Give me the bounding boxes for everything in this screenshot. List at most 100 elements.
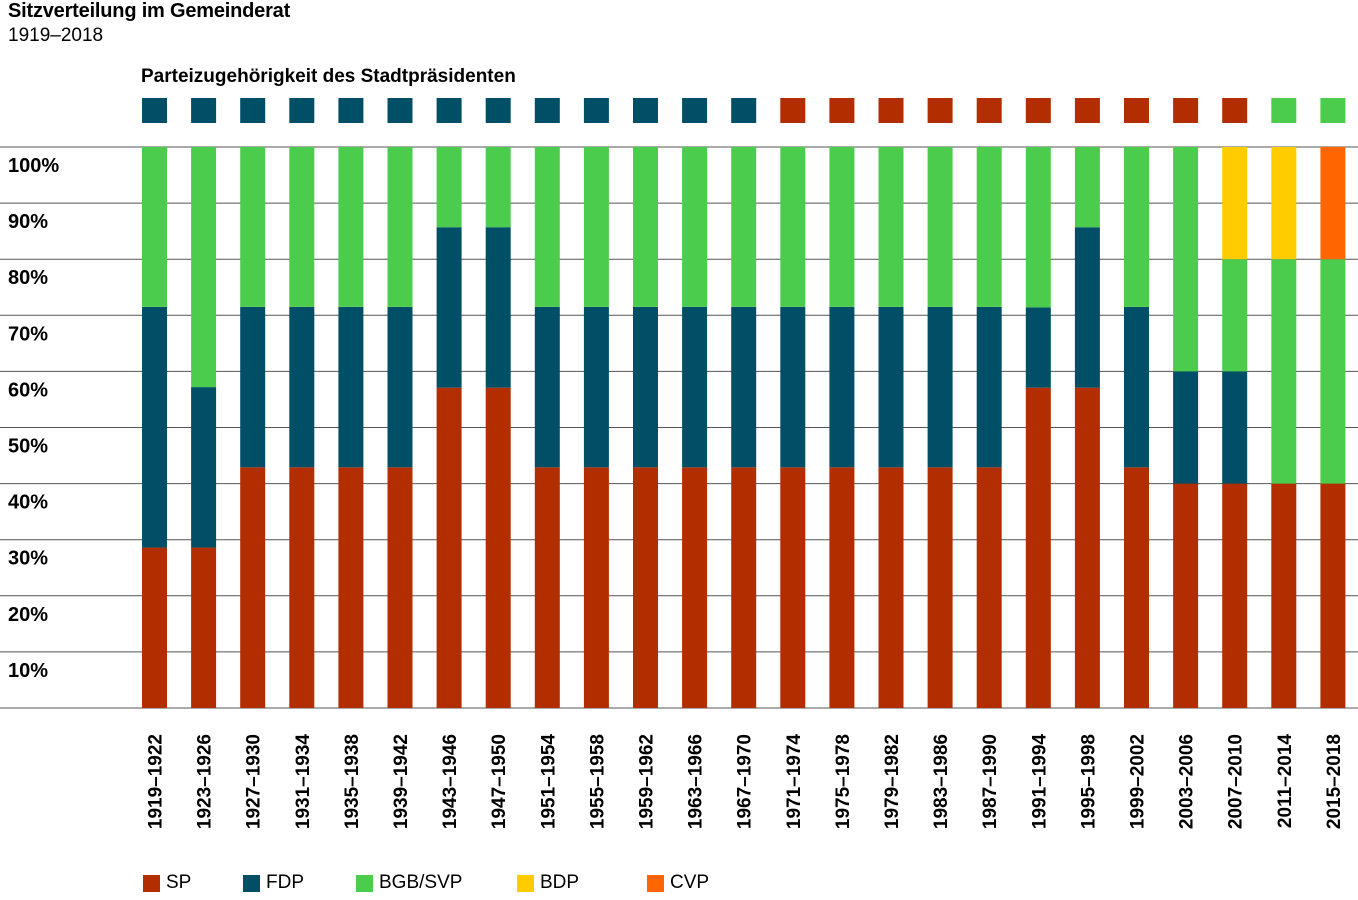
mayor-party-marker (731, 98, 757, 123)
bar-segment-sp (289, 467, 315, 708)
bar-segment-fdp (289, 306, 315, 468)
y-tick-label: 30% (8, 548, 48, 570)
bar-segment-sp (583, 467, 609, 708)
mayor-party-marker (289, 98, 315, 123)
bar-segment-bgbsvp (534, 147, 560, 307)
x-tick-label: 1923–1926 (195, 734, 216, 829)
bar-segment-fdp (191, 387, 217, 548)
legend-swatch (356, 874, 373, 892)
bar-segment-fdp (976, 306, 1002, 468)
bar-segment-bgbsvp (1124, 147, 1149, 307)
y-tick-label: 50% (8, 436, 48, 458)
bar-segment-bgbsvp (1320, 259, 1346, 484)
bar-segment-sp (1320, 483, 1346, 708)
bar-segment-bgbsvp (633, 147, 658, 307)
bar-segment-bgbsvp (780, 147, 806, 307)
mayor-party-marker (976, 98, 1002, 123)
x-tick-label: 1991–1994 (1029, 734, 1050, 830)
bar-segment-bgbsvp (387, 147, 413, 307)
legend-swatch (143, 874, 160, 892)
mayor-row-title: Parteizugehörigkeit des Stadtpräsidenten (141, 66, 516, 87)
legend-item: SP (143, 872, 191, 894)
mayor-party-marker (780, 98, 806, 123)
bar-segment-bgbsvp (1173, 147, 1199, 372)
y-tick-label: 20% (8, 604, 48, 626)
bar-segment-bdp (1222, 147, 1248, 260)
bar-segment-sp (338, 467, 364, 708)
bar-segment-fdp (1074, 227, 1100, 388)
bar-segment-fdp (1173, 371, 1199, 484)
x-tick-label: 2015–2018 (1324, 734, 1345, 829)
x-tick-label: 1947–1950 (489, 734, 510, 829)
bar-segment-bgbsvp (1271, 259, 1297, 484)
mayor-party-marker (1222, 98, 1248, 123)
mayor-party-marker (387, 98, 413, 123)
y-tick-label: 100% (8, 155, 59, 177)
bar-segment-bgbsvp (829, 147, 855, 307)
bar-segment-fdp (1025, 307, 1051, 388)
mayor-party-marker (682, 98, 708, 123)
y-tick-label: 90% (8, 211, 48, 233)
mayor-party-marker (1025, 98, 1051, 123)
bar-segment-sp (780, 467, 806, 708)
bar-segment-sp (878, 467, 904, 708)
x-tick-label: 1963–1966 (686, 734, 707, 829)
x-tick-label: 1971–1974 (784, 734, 805, 830)
bar-segment-fdp (534, 306, 560, 468)
y-tick-label: 10% (8, 660, 48, 682)
bar-segment-sp (1074, 387, 1100, 708)
bar-segment-fdp (878, 306, 904, 468)
bar-segment-sp (534, 467, 560, 708)
chart-legend: SP FDP BGB/SVP BDP CVP (0, 872, 1358, 898)
mayor-party-marker (534, 98, 560, 123)
mayor-party-marker (583, 98, 609, 123)
bar-segment-fdp (142, 306, 167, 548)
bar-segment-sp (240, 467, 266, 708)
bar-segment-bgbsvp (142, 147, 167, 307)
bar-segment-fdp (731, 306, 757, 468)
bar-segment-bgbsvp (682, 147, 708, 307)
bar-segment-fdp (338, 306, 364, 468)
legend-item: BDP (517, 872, 579, 894)
chart-title: Sitzverteilung im Gemeinderat (8, 0, 291, 22)
mayor-party-marker (1124, 98, 1149, 123)
bar-segment-sp (1173, 483, 1199, 708)
bar-segment-fdp (682, 306, 708, 468)
x-tick-label: 1999–2002 (1128, 734, 1149, 829)
bar-segment-sp (1222, 483, 1248, 708)
bar-segment-fdp (829, 306, 855, 468)
x-tick-label: 1943–1946 (440, 734, 461, 829)
legend-item: FDP (243, 872, 304, 894)
x-tick-label: 1939–1942 (391, 734, 412, 829)
mayor-party-marker (1271, 98, 1297, 123)
legend-item: CVP (647, 872, 709, 894)
bar-segment-fdp (436, 227, 462, 388)
bar-segment-sp (1124, 467, 1149, 708)
bar-segment-fdp (387, 306, 413, 468)
mayor-party-marker (485, 98, 511, 123)
x-tick-label: 1919–1922 (146, 734, 167, 829)
stacked-bar-chart: 10% 20% 30% 40% 50% 60% 70% 80% 90% 100% 1919–1922… (0, 98, 1358, 830)
bar-segment-bgbsvp (878, 147, 904, 307)
mayor-party-marker (436, 98, 462, 123)
bar-segment-bdp (1271, 147, 1297, 260)
mayor-party-marker (1320, 98, 1346, 123)
bar-segment-bgbsvp (927, 147, 953, 307)
mayor-party-marker (927, 98, 953, 123)
y-tick-label: 40% (8, 492, 48, 514)
legend-label: SP (166, 872, 192, 893)
mayor-party-marker (829, 98, 855, 123)
x-tick-label: 1955–1958 (587, 734, 608, 829)
legend-label: BDP (540, 872, 580, 893)
x-tick-label: 1979–1982 (882, 734, 903, 829)
bar-segment-sp (191, 547, 217, 708)
x-tick-label: 1967–1970 (735, 734, 756, 829)
bar-segment-bgbsvp (731, 147, 757, 307)
bar-segment-sp (633, 467, 658, 708)
bar-segment-sp (682, 467, 708, 708)
x-tick-label: 2007–2010 (1226, 734, 1247, 829)
legend-swatch (243, 874, 260, 892)
y-tick-label: 80% (8, 267, 48, 289)
y-tick-label: 60% (8, 379, 48, 401)
x-tick-label: 1951–1954 (538, 734, 559, 830)
